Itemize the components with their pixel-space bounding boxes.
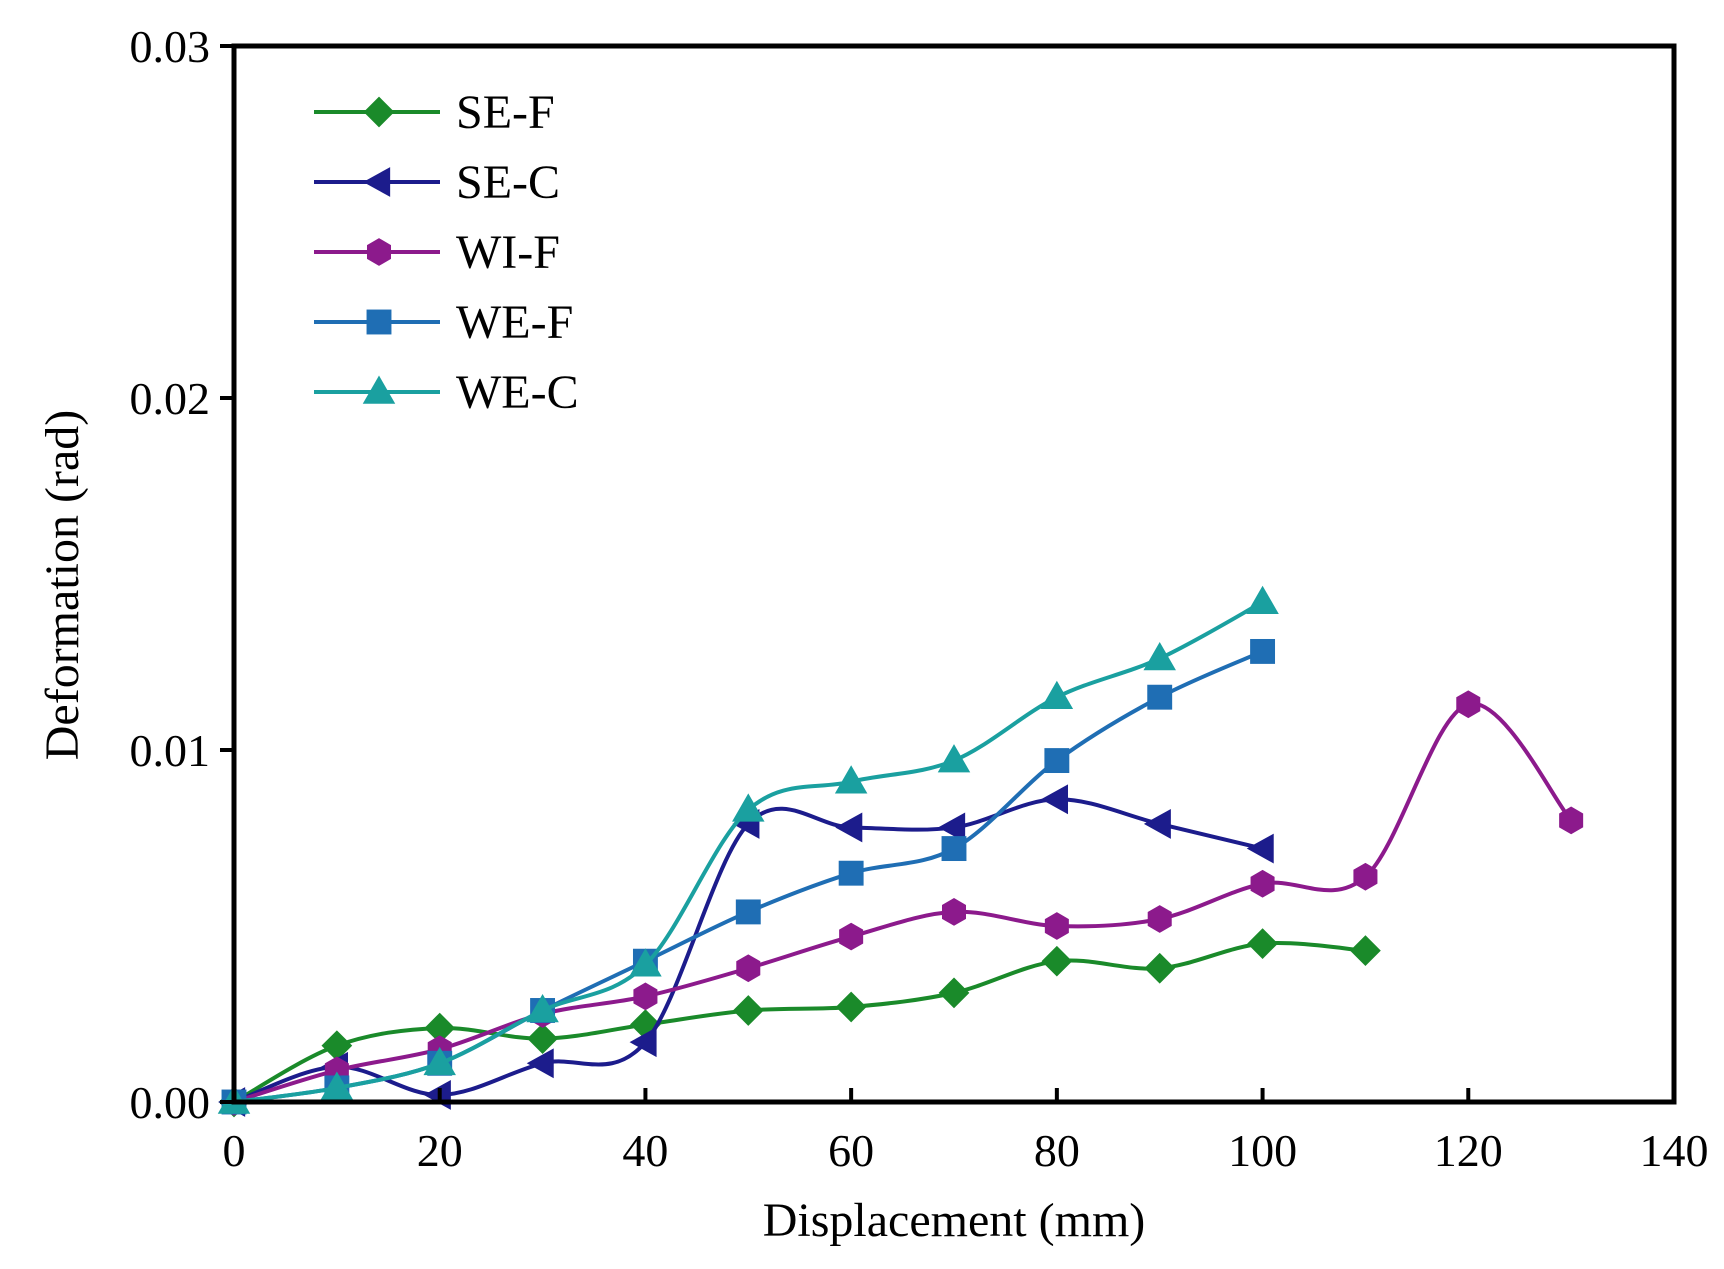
y-tick-label: 0.02 bbox=[130, 373, 211, 424]
data-point bbox=[1147, 905, 1172, 933]
series-line bbox=[233, 797, 1264, 1104]
data-point bbox=[1350, 935, 1381, 967]
data-point bbox=[835, 812, 863, 843]
legend-item-SE-C: SE-C bbox=[314, 156, 560, 209]
data-point bbox=[1247, 928, 1278, 959]
data-point bbox=[1250, 638, 1276, 664]
x-axis-title: Displacement (mm) bbox=[763, 1194, 1146, 1247]
series-line bbox=[233, 701, 1573, 1104]
legend-marker bbox=[366, 238, 392, 266]
legend-marker bbox=[363, 167, 391, 197]
data-point bbox=[1147, 684, 1173, 710]
x-tick-label: 40 bbox=[622, 1125, 668, 1176]
data-point bbox=[526, 994, 559, 1023]
legend-item-WE-F: WE-F bbox=[314, 296, 573, 349]
data-point bbox=[1353, 862, 1378, 891]
data-point bbox=[835, 991, 867, 1023]
legend-item-SE-F: SE-F bbox=[314, 86, 555, 139]
legend-label: SE-F bbox=[456, 86, 555, 139]
data-point bbox=[838, 860, 864, 886]
legend-label: SE-C bbox=[456, 156, 560, 209]
data-point bbox=[1143, 642, 1176, 671]
series-WI-F bbox=[221, 690, 1584, 1116]
x-tick-label: 100 bbox=[1228, 1125, 1297, 1176]
data-point bbox=[938, 977, 970, 1009]
data-point bbox=[1040, 680, 1074, 709]
ticks-layer: 0 20 40 60 80 100 120 140 0.00 0.01 0.02 0.03 bbox=[130, 21, 1709, 1176]
data-point bbox=[937, 744, 971, 773]
data-point bbox=[423, 1046, 456, 1076]
series-line bbox=[233, 600, 1264, 1104]
data-point bbox=[834, 765, 868, 794]
data-point bbox=[629, 948, 662, 977]
legend-label: WE-C bbox=[456, 366, 579, 419]
y-tick-label: 0.00 bbox=[130, 1077, 211, 1128]
data-point bbox=[527, 1023, 558, 1055]
x-tick-label: 140 bbox=[1640, 1125, 1709, 1176]
series-SE-F bbox=[218, 928, 1381, 1118]
data-point bbox=[320, 1071, 354, 1100]
data-point bbox=[938, 812, 966, 843]
data-point bbox=[1044, 912, 1069, 940]
data-point bbox=[629, 1027, 657, 1058]
x-tick-label: 0 bbox=[223, 1125, 246, 1176]
series-WE-F bbox=[221, 638, 1276, 1115]
data-point bbox=[1456, 690, 1481, 719]
y-tick-label: 0.01 bbox=[130, 725, 211, 776]
data-point bbox=[1143, 808, 1171, 839]
x-tick-label: 120 bbox=[1434, 1125, 1503, 1176]
data-point bbox=[1246, 833, 1274, 864]
data-point bbox=[732, 793, 765, 822]
data-point bbox=[633, 982, 658, 1011]
data-point bbox=[839, 922, 864, 951]
data-point bbox=[941, 836, 967, 862]
data-point bbox=[1246, 585, 1279, 614]
series-WE-C bbox=[217, 585, 1279, 1114]
legend: SE-F SE-C WI-F WE-F WE-C bbox=[314, 86, 579, 419]
legend-item-WI-F: WI-F bbox=[314, 226, 560, 279]
x-tick-label: 60 bbox=[828, 1125, 874, 1176]
legend-label: WE-F bbox=[456, 296, 573, 349]
x-tick-label: 20 bbox=[417, 1125, 463, 1176]
y-axis-title: Deformation (rad) bbox=[36, 410, 89, 761]
y-tick-label: 0.03 bbox=[130, 21, 211, 72]
plot-frame bbox=[231, 43, 1677, 1105]
data-point bbox=[1041, 945, 1073, 977]
legend-label: WI-F bbox=[456, 226, 560, 279]
series-layer bbox=[217, 585, 1584, 1118]
data-point bbox=[1041, 784, 1069, 815]
legend-marker bbox=[363, 96, 395, 128]
data-point bbox=[1144, 952, 1176, 984]
legend-marker bbox=[366, 309, 392, 335]
data-point bbox=[1250, 869, 1275, 898]
data-point bbox=[941, 898, 967, 926]
x-tick-label: 80 bbox=[1034, 1125, 1080, 1176]
series-line bbox=[233, 941, 1366, 1104]
legend-item-WE-C: WE-C bbox=[314, 366, 579, 419]
series-SE-C bbox=[218, 784, 1274, 1117]
data-point bbox=[735, 899, 761, 925]
data-point bbox=[1044, 748, 1070, 774]
data-point bbox=[736, 954, 761, 983]
data-point bbox=[1559, 806, 1584, 835]
legend-marker bbox=[362, 375, 396, 404]
data-point bbox=[732, 995, 764, 1026]
data-point bbox=[526, 1048, 554, 1079]
